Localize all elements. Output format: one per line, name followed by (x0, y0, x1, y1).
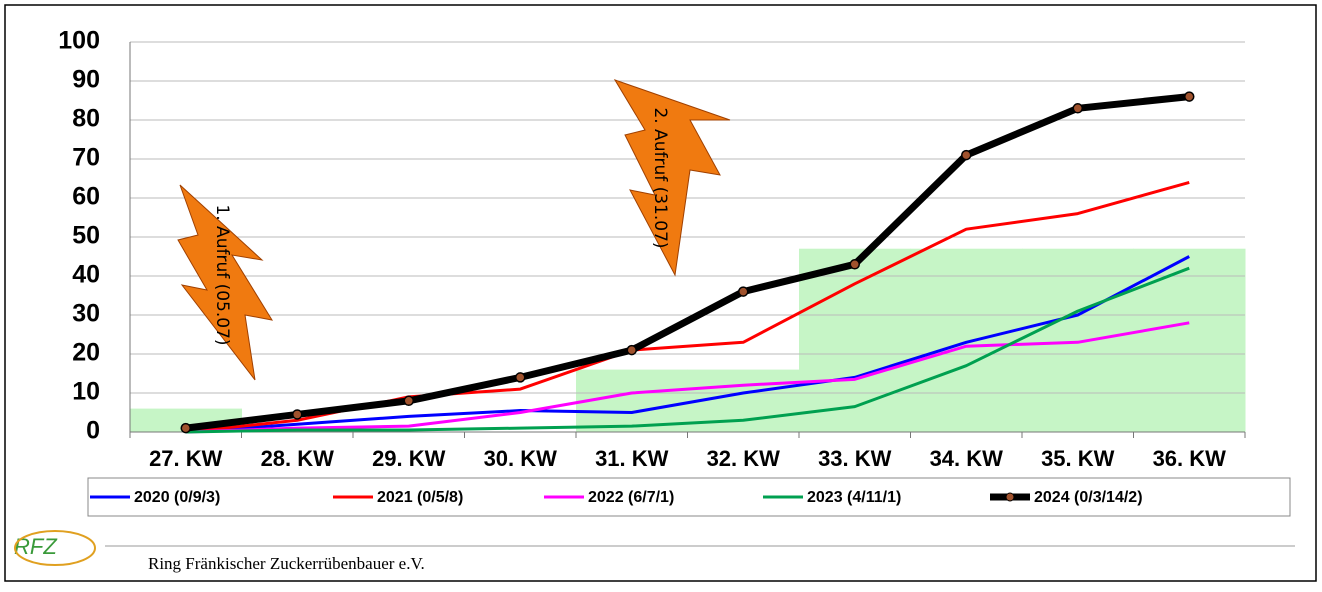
y-tick-label: 80 (72, 105, 100, 133)
point-marker (961, 149, 972, 161)
point-marker (849, 259, 860, 270)
annotation: 1. Aufruf (05.07) (212, 204, 232, 345)
frame (4, 4, 1317, 582)
legend (87, 477, 1291, 517)
y-tick-label: 60 (72, 183, 100, 211)
highlight-band (1133, 248, 1246, 432)
point-marker (403, 395, 414, 407)
lightning (177, 184, 274, 381)
point-marker (1184, 91, 1195, 102)
logo: RFZ (14, 534, 58, 559)
highlight-band (910, 248, 1023, 432)
y-tick-label: 30 (72, 300, 100, 328)
series-line (185, 321, 1190, 434)
y-tick-label: 70 (72, 144, 100, 172)
legend-label: 2022 (6/7/1) (588, 489, 674, 506)
x-tick-label: 34. KW (930, 446, 1004, 471)
point-marker (515, 372, 526, 383)
series-line (185, 255, 1190, 434)
highlight-band (799, 248, 911, 432)
x-tick-label: 28. KW (261, 446, 335, 471)
lightning (613, 79, 731, 277)
footer-text: Ring Fränkischer Zuckerrübenbauer e.V. (148, 554, 425, 573)
point-marker (626, 344, 637, 356)
y-tick-label: 40 (72, 261, 100, 289)
legend-label: 2021 (0/5/8) (377, 489, 463, 506)
y-tick-label: 20 (72, 339, 100, 367)
x-tick-label: 30. KW (484, 446, 558, 471)
y-tick-label: 0 (86, 417, 100, 445)
legend-marker (1005, 492, 1015, 502)
point-marker (738, 286, 749, 297)
highlight-band (1022, 248, 1134, 432)
y-tick-label: 10 (72, 378, 100, 406)
y-tick-label: 90 (72, 66, 100, 94)
x-tick-label: 32. KW (707, 446, 781, 471)
annotation: 2. Aufruf (31.07) (650, 107, 670, 248)
series-line (185, 266, 1190, 434)
y-tick-label: 50 (72, 222, 100, 250)
x-tick-label: 35. KW (1041, 446, 1115, 471)
x-tick-label: 36. KW (1153, 446, 1227, 471)
x-tick-label: 27. KW (149, 446, 223, 471)
legend-label: 2020 (0/9/3) (134, 489, 220, 506)
point-marker (180, 422, 191, 434)
x-tick-label: 29. KW (372, 446, 446, 471)
x-tick-label: 31. KW (595, 446, 669, 471)
y-tick-label: 100 (58, 27, 100, 55)
logo-ring (14, 530, 96, 566)
x-tick-label: 33. KW (818, 446, 892, 471)
legend-label: 2024 (0/3/14/2) (1034, 489, 1143, 506)
point-marker (292, 409, 303, 420)
point-marker (1072, 103, 1083, 114)
legend-label: 2023 (4/11/1) (807, 489, 901, 506)
series-line (185, 93, 1190, 432)
